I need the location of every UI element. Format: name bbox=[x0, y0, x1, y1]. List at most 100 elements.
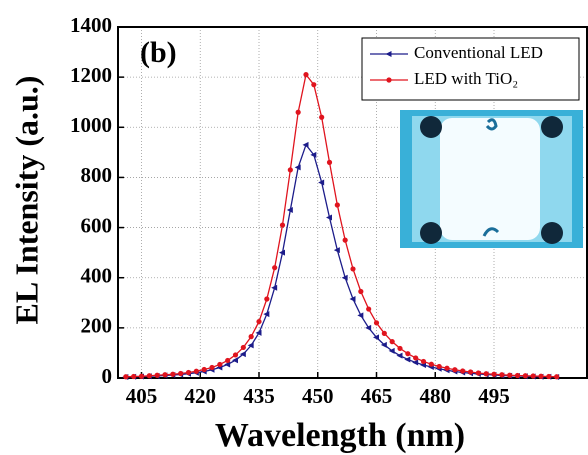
marker bbox=[170, 371, 176, 377]
marker bbox=[185, 369, 192, 376]
x-tick-label: 420 bbox=[185, 384, 217, 408]
marker bbox=[404, 356, 411, 363]
photo-mark bbox=[482, 227, 500, 237]
marker bbox=[326, 214, 332, 221]
marker bbox=[386, 77, 392, 83]
marker bbox=[467, 369, 474, 375]
marker bbox=[365, 324, 372, 331]
marker bbox=[333, 247, 340, 254]
marker bbox=[397, 345, 403, 352]
y-tick-label: 1400 bbox=[70, 13, 112, 37]
x-axis-label: Wavelength (nm) bbox=[215, 417, 465, 454]
marker bbox=[272, 265, 278, 271]
marker bbox=[279, 249, 285, 256]
legend-label: Conventional LED bbox=[414, 43, 543, 62]
legend-box bbox=[361, 37, 580, 101]
marker bbox=[232, 352, 239, 358]
marker bbox=[507, 372, 513, 378]
legend-label: LED with TiO₂ bbox=[414, 69, 518, 88]
marker bbox=[178, 370, 184, 377]
marker bbox=[209, 364, 215, 371]
inset-photo bbox=[400, 110, 583, 248]
marker bbox=[310, 151, 317, 158]
series bbox=[123, 72, 560, 380]
panel-label: (b) bbox=[140, 36, 177, 69]
marker bbox=[146, 373, 152, 379]
marker bbox=[255, 329, 262, 336]
y-tick-label: 0 bbox=[102, 364, 113, 388]
marker bbox=[264, 296, 270, 302]
marker bbox=[389, 339, 395, 345]
marker bbox=[193, 368, 199, 374]
plot-area bbox=[117, 26, 588, 380]
photo-dot bbox=[541, 222, 563, 244]
x-tick-label: 405 bbox=[126, 384, 158, 408]
marker bbox=[530, 373, 536, 379]
marker bbox=[131, 373, 137, 380]
y-tick-label: 600 bbox=[81, 213, 113, 237]
marker bbox=[239, 351, 246, 358]
marker bbox=[475, 370, 481, 376]
marker bbox=[334, 202, 340, 208]
marker bbox=[413, 355, 419, 361]
photo-dot bbox=[420, 116, 442, 138]
y-tick-label: 200 bbox=[81, 314, 113, 338]
marker bbox=[217, 361, 223, 368]
marker bbox=[499, 372, 505, 378]
marker bbox=[240, 344, 246, 351]
marker bbox=[349, 296, 356, 303]
marker bbox=[358, 288, 364, 295]
marker bbox=[420, 358, 427, 365]
y-tick-label: 1000 bbox=[70, 113, 112, 137]
marker bbox=[436, 363, 442, 370]
marker bbox=[287, 167, 293, 173]
marker bbox=[154, 372, 160, 378]
marker bbox=[428, 361, 434, 367]
marker bbox=[201, 366, 207, 373]
y-tick-label: 400 bbox=[81, 264, 113, 288]
marker bbox=[405, 351, 411, 357]
marker bbox=[319, 114, 325, 120]
axes-frame bbox=[117, 26, 588, 379]
marker bbox=[373, 334, 379, 341]
marker bbox=[302, 141, 309, 148]
x-tick-label: 480 bbox=[420, 384, 452, 408]
marker bbox=[286, 207, 293, 214]
x-tick-label: 495 bbox=[478, 384, 510, 408]
marker bbox=[294, 164, 301, 171]
marker bbox=[232, 357, 238, 364]
marker bbox=[522, 373, 528, 379]
marker bbox=[295, 109, 301, 115]
marker bbox=[162, 372, 168, 378]
marker bbox=[385, 51, 392, 57]
photo-mark bbox=[485, 118, 498, 131]
marker bbox=[444, 365, 450, 371]
y-axis-label: EL Intensity (a.u.) bbox=[8, 76, 44, 325]
marker bbox=[483, 371, 489, 377]
marker bbox=[554, 374, 560, 380]
photo-dot bbox=[541, 116, 563, 138]
marker bbox=[388, 347, 395, 354]
marker bbox=[491, 371, 497, 377]
marker bbox=[248, 334, 254, 340]
marker bbox=[225, 357, 231, 364]
x-tick-label: 435 bbox=[243, 384, 275, 408]
marker bbox=[224, 361, 231, 368]
x-tick-label: 465 bbox=[361, 384, 393, 408]
marker bbox=[326, 159, 333, 165]
x-tick-label: 450 bbox=[302, 384, 334, 408]
marker bbox=[138, 373, 145, 379]
marker bbox=[123, 374, 129, 380]
marker bbox=[412, 359, 419, 366]
marker bbox=[341, 274, 348, 281]
marker bbox=[366, 306, 372, 312]
y-tick-label: 800 bbox=[81, 163, 113, 187]
marker bbox=[303, 72, 309, 78]
marker bbox=[381, 330, 387, 336]
marker bbox=[342, 237, 348, 243]
marker bbox=[263, 311, 270, 318]
marker bbox=[279, 222, 286, 228]
marker bbox=[256, 318, 262, 325]
marker bbox=[452, 367, 458, 373]
